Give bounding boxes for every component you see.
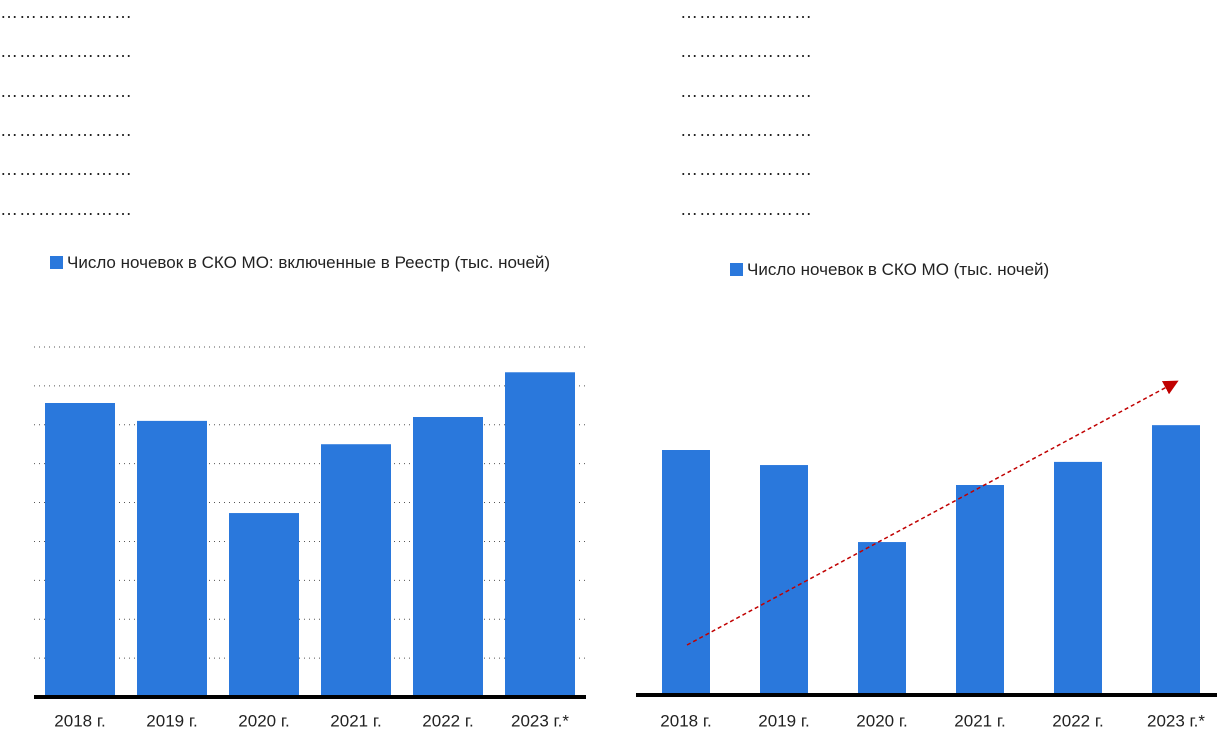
legend-swatch <box>730 263 743 276</box>
bar <box>321 444 391 697</box>
bar <box>137 420 207 697</box>
bar <box>1054 461 1102 695</box>
bar <box>1152 425 1200 695</box>
x-tick-label: 2019 г. <box>146 711 197 730</box>
placeholder-line: ………………… <box>680 2 813 22</box>
placeholder-line: ………………… <box>0 41 133 62</box>
placeholder-line: ………………… <box>0 119 133 140</box>
bar <box>956 485 1004 695</box>
bar <box>413 417 483 697</box>
placeholder-line: ………………… <box>680 80 813 101</box>
x-tick-label: 2022 г. <box>422 711 473 730</box>
placeholder-line: ………………… <box>680 119 813 140</box>
bar <box>229 513 299 697</box>
x-tick-label: 2020 г. <box>238 711 289 730</box>
trend-arrow <box>686 380 1179 646</box>
placeholder-line: ………………… <box>680 159 813 180</box>
placeholder-line: ………………… <box>0 198 133 219</box>
legend-label: Число ночевок в СКО МО: включенные в Рее… <box>67 253 551 272</box>
placeholder-line: ………………… <box>680 41 813 62</box>
x-tick-label: 2023 г.* <box>1147 711 1205 730</box>
placeholder-line: ………………… <box>0 80 133 101</box>
legend-swatch <box>50 256 63 269</box>
x-tick-label: 2022 г. <box>1052 711 1103 730</box>
x-tick-label: 2021 г. <box>954 711 1005 730</box>
bar <box>858 542 906 695</box>
bar <box>662 450 710 695</box>
bar <box>45 403 115 697</box>
placeholder-line: ………………… <box>0 159 133 180</box>
x-tick-label: 2018 г. <box>54 711 105 730</box>
legend-label: Число ночевок в СКО МО (тыс. ночей) <box>747 260 1050 279</box>
x-tick-label: 2019 г. <box>758 711 809 730</box>
legend: Число ночевок в СКО МО (тыс. ночей) <box>730 257 1210 282</box>
bar <box>505 372 575 697</box>
x-tick-label: 2023 г.* <box>511 711 569 730</box>
x-tick-label: 2018 г. <box>660 711 711 730</box>
x-tick-label: 2020 г. <box>856 711 907 730</box>
bar <box>760 465 808 695</box>
legend: Число ночевок в СКО МО: включенные в Рее… <box>50 250 580 275</box>
x-tick-label: 2021 г. <box>330 711 381 730</box>
placeholder-line: ………………… <box>0 2 133 22</box>
placeholder-line: ………………… <box>680 198 813 219</box>
